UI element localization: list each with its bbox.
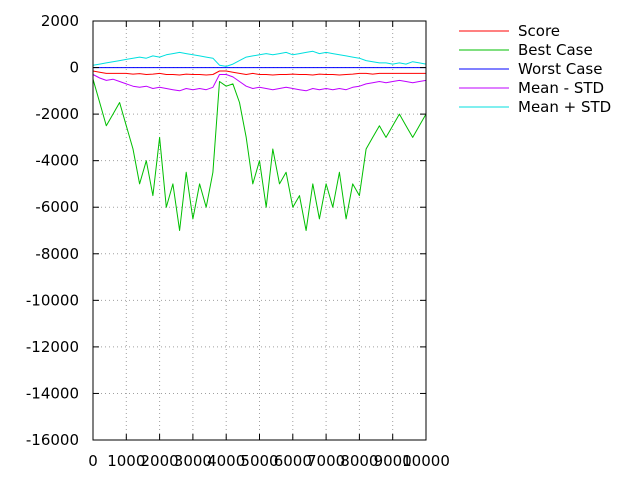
- y-tick-label: -12000: [26, 338, 79, 356]
- x-tick-label: 1000: [107, 452, 145, 470]
- tick-marks: [92, 20, 427, 441]
- legend-label-1: Best Case: [518, 41, 593, 59]
- legend-label-0: Score: [518, 22, 560, 40]
- y-tick-label: -4000: [35, 152, 79, 170]
- x-tick-label: 0: [88, 452, 98, 470]
- series-line-0: [92, 70, 426, 76]
- legend-label-3: Mean - STD: [518, 79, 604, 97]
- y-tick-label: -2000: [35, 105, 79, 123]
- series-line-4: [92, 50, 427, 67]
- x-tick-label: 10000: [402, 452, 450, 470]
- x-tick-label: 7000: [307, 452, 345, 470]
- x-tick-label: 9000: [374, 452, 412, 470]
- tick-labels: 0 100020003000400050006000700080009000100…: [26, 12, 450, 470]
- y-tick-label: -8000: [35, 245, 79, 263]
- x-tick-label: 5000: [240, 452, 278, 470]
- legend-label-2: Worst Case: [518, 60, 602, 78]
- y-tick-label: 0: [69, 59, 79, 77]
- x-tick-label: 8000: [340, 452, 378, 470]
- series-line-1: [92, 79, 427, 231]
- x-tick-label: 4000: [207, 452, 245, 470]
- x-tick-label: 3000: [174, 452, 212, 470]
- series-line-3: [92, 74, 427, 92]
- series-group: [92, 50, 427, 231]
- y-tick-label: -10000: [26, 291, 79, 309]
- y-tick-label: -6000: [35, 198, 79, 216]
- y-tick-label: -14000: [26, 384, 79, 402]
- legend-label-4: Mean + STD: [518, 98, 611, 116]
- x-tick-label: 2000: [141, 452, 179, 470]
- x-tick-label: 6000: [274, 452, 312, 470]
- y-tick-label: 2000: [41, 12, 79, 30]
- y-tick-label: -16000: [26, 431, 79, 449]
